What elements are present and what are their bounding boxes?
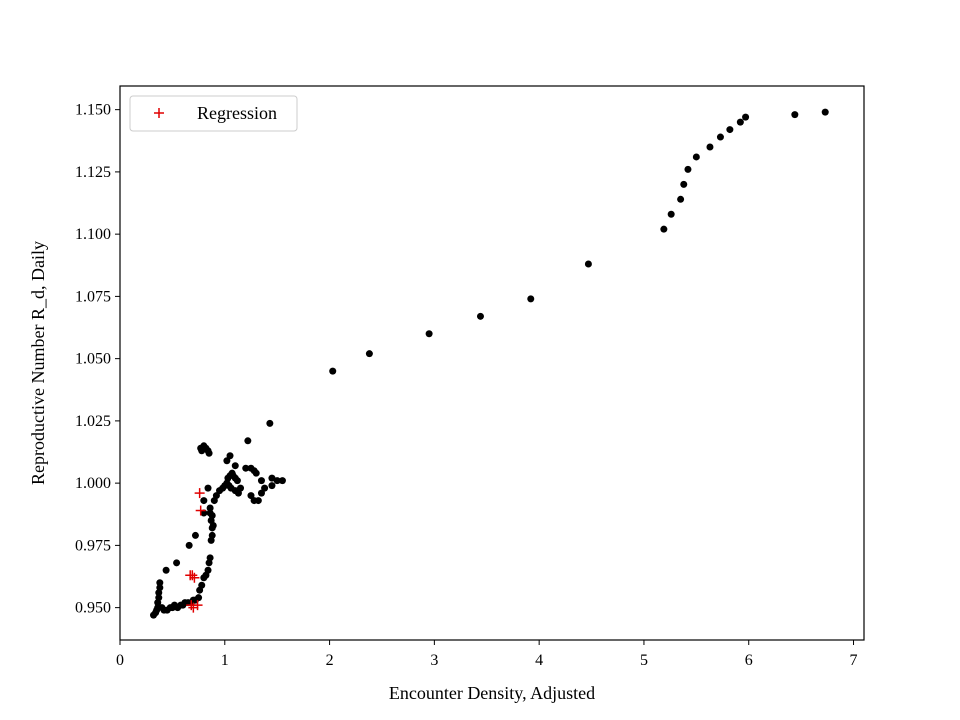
data-point	[365, 350, 373, 358]
data-point	[197, 444, 205, 452]
data-point	[247, 492, 255, 500]
y-axis: 0.950 0.975 1.000 1.025 1.050 1.075 1.100 1.125…	[75, 102, 120, 617]
data-point	[680, 180, 688, 188]
data-point	[660, 225, 668, 233]
data-point	[252, 469, 260, 477]
data-point	[206, 504, 214, 512]
data-point	[329, 367, 337, 375]
regression-point	[188, 602, 199, 613]
x-axis: 0 1 2 3 4 5 6 7	[116, 640, 858, 669]
legend: Regression	[129, 95, 298, 132]
x-tick-label: 6	[745, 652, 753, 669]
legend-box	[129, 95, 298, 132]
y-tick-label: 0.950	[75, 600, 111, 617]
data-point	[204, 566, 212, 574]
data-point	[476, 312, 484, 320]
data-point	[584, 260, 592, 268]
data-point	[242, 464, 250, 472]
data-point	[185, 541, 193, 549]
data-point	[527, 295, 535, 303]
x-tick-label: 0	[116, 652, 124, 669]
data-point	[257, 489, 265, 497]
y-tick-label: 0.975	[75, 537, 111, 554]
x-tick-label: 2	[326, 652, 334, 669]
x-tick-label: 3	[430, 652, 438, 669]
y-tick-label: 1.025	[75, 413, 111, 430]
data-point	[231, 462, 239, 470]
data-point	[425, 330, 433, 338]
data-point	[268, 482, 276, 490]
data-point	[261, 484, 269, 492]
data-point	[684, 165, 692, 173]
data-point	[706, 143, 714, 151]
data-point	[206, 554, 214, 562]
data-point	[667, 210, 675, 218]
data-point	[173, 559, 181, 567]
plus-icon	[154, 108, 164, 118]
data-point	[266, 419, 274, 427]
data-point	[156, 579, 164, 587]
data-point	[677, 195, 685, 203]
data-point	[155, 594, 163, 602]
regression-point	[192, 600, 203, 611]
y-tick-label: 1.050	[75, 351, 111, 368]
x-tick-label: 1	[221, 652, 229, 669]
x-tick-label: 5	[640, 652, 648, 669]
data-point	[791, 111, 799, 119]
y-tick-label: 1.125	[75, 164, 111, 181]
data-point	[223, 457, 231, 465]
data-point	[208, 531, 216, 539]
data-point	[736, 118, 744, 126]
data-point	[244, 437, 252, 445]
data-point	[726, 126, 734, 134]
data-point	[278, 477, 286, 485]
y-tick-label: 1.100	[75, 226, 111, 243]
data-point	[233, 477, 241, 485]
data-point	[692, 153, 700, 161]
data-point	[195, 594, 203, 602]
data-point	[162, 566, 170, 574]
regression-point	[194, 488, 205, 499]
data-point	[257, 477, 265, 485]
data-point	[821, 108, 829, 116]
data-points	[150, 108, 829, 619]
data-point	[205, 449, 213, 457]
data-point	[200, 497, 208, 505]
legend-marker-regression	[154, 108, 164, 118]
data-point	[204, 484, 212, 492]
data-point	[254, 497, 262, 505]
regression-point	[187, 570, 198, 581]
y-tick-label: 1.000	[75, 475, 111, 492]
data-point	[237, 484, 245, 492]
legend-label-regression: Regression	[197, 103, 277, 123]
x-tick-label: 7	[850, 652, 858, 669]
y-tick-label: 1.075	[75, 288, 111, 305]
data-point	[198, 581, 206, 589]
plot-frame	[119, 85, 865, 641]
data-point	[226, 452, 234, 460]
data-point	[742, 113, 750, 121]
x-tick-label: 4	[535, 652, 543, 669]
data-point	[212, 492, 220, 500]
data-point	[716, 133, 724, 141]
regression-point	[189, 572, 200, 583]
data-point	[191, 531, 199, 539]
y-tick-label: 1.150	[75, 102, 111, 119]
data-point	[268, 474, 276, 482]
y-axis-label: Reproductive Number R_d, Daily	[28, 241, 48, 485]
data-point	[273, 477, 281, 485]
data-point	[206, 509, 214, 517]
regression-point	[195, 505, 206, 516]
data-point	[156, 584, 164, 592]
x-axis-label: Encounter Density, Adjusted	[389, 683, 595, 703]
